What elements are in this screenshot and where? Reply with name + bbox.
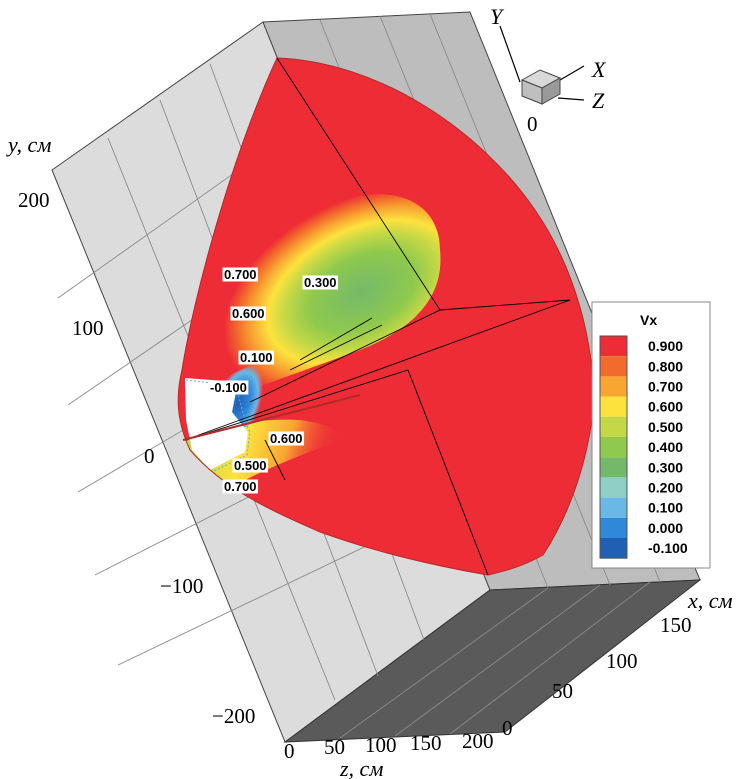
contour-label-bg — [222, 267, 259, 282]
x-axis-title: x, см — [687, 588, 733, 613]
legend-swatch — [600, 457, 627, 478]
contour-label: 0.600 — [232, 306, 265, 321]
legend-label: 0.400 — [648, 439, 683, 455]
z-tick-label: 50 — [324, 735, 345, 759]
z-tick-label: 0 — [284, 739, 295, 763]
z-tick-label: 100 — [365, 733, 397, 757]
legend-label: 0.600 — [648, 399, 683, 415]
orientation-triad: Y X Z 0 — [490, 4, 607, 136]
legend-label: 0.200 — [648, 480, 683, 496]
triad-x-label: X — [591, 57, 607, 82]
legend: Vx 0.9000.8000.7000.6000.5000.4000.3000.… — [591, 301, 711, 569]
legend-swatch — [600, 336, 627, 357]
legend-title: Vx — [640, 312, 657, 328]
legend-items: 0.900 0.800 0.700 0.600 0.500 0.400 0.300 0.200… — [599, 335, 688, 559]
cut-lines — [184, 57, 571, 576]
triad-z-label: Z — [592, 88, 605, 113]
triad-origin-label: 0 — [527, 112, 538, 136]
x-ticks: 0 50 100 150 — [502, 613, 692, 740]
z-axis-title: z, см — [339, 756, 383, 779]
contour-label: 0.300 — [304, 275, 337, 290]
y-tick-label: 100 — [72, 316, 104, 340]
legend-label: 0.500 — [648, 419, 683, 435]
legend-label: 0.900 — [648, 338, 683, 354]
z-ticks: 0 50 100 150 200 — [284, 729, 494, 763]
y-tick-label: 200 — [18, 188, 50, 212]
triad-x-axis — [559, 65, 585, 81]
z-tick-label: 150 — [410, 731, 442, 755]
legend-colorbar-frame — [599, 335, 628, 559]
y-tick-label: −200 — [212, 704, 255, 728]
contour-label-bg — [230, 306, 267, 321]
legend-label: -0.100 — [648, 540, 688, 556]
y-axis-title: y, см — [6, 132, 51, 157]
triad-cube-side — [541, 77, 561, 105]
legend-label: 0.300 — [648, 459, 683, 475]
x-tick-label: 50 — [552, 679, 573, 703]
legend-swatch — [600, 356, 627, 377]
y-tick-label: 0 — [144, 444, 155, 468]
legend-label: 0.800 — [648, 358, 683, 374]
y-tick-label: −100 — [160, 574, 203, 598]
contour-label-bg — [222, 479, 259, 494]
legend-swatch — [600, 497, 627, 518]
contour-label: 0.700 — [224, 479, 257, 494]
legend-swatch — [600, 437, 627, 458]
x-tick-label: 100 — [606, 649, 638, 673]
contour-label: 0.600 — [270, 431, 303, 446]
legend-swatch — [600, 477, 627, 498]
legend-swatch — [600, 416, 627, 437]
contour-label-bg — [238, 350, 275, 365]
legend-swatch — [600, 396, 627, 417]
contour-label-bg — [232, 458, 269, 473]
triad-y-axis — [499, 25, 521, 83]
contour-labels: 0.7000.3000.6000.100-0.1000.6000.5000.70… — [208, 267, 339, 494]
y-ticks: 200 100 0 −100 −200 — [18, 188, 255, 728]
legend-swatch — [600, 517, 627, 538]
x-tick-label: 0 — [502, 716, 513, 740]
contour-label-bg — [268, 431, 305, 446]
jet-streak — [182, 394, 361, 441]
triad-z-axis — [557, 97, 585, 101]
contour-label-bg — [302, 275, 339, 290]
legend-label: 0.700 — [648, 379, 683, 395]
x-tick-label: 150 — [660, 613, 692, 637]
legend-label: 0.000 — [648, 520, 683, 536]
contour-label-bg — [208, 380, 249, 395]
contour-label: -0.100 — [210, 380, 247, 395]
z-tick-label: 200 — [462, 729, 494, 753]
contour-label: 0.700 — [224, 267, 257, 282]
contour-label: 0.500 — [234, 458, 267, 473]
inner-gap — [185, 378, 248, 470]
legend-swatch — [600, 538, 627, 559]
legend-label: 0.100 — [648, 500, 683, 516]
floor — [283, 579, 702, 743]
triad-y-label: Y — [490, 4, 505, 29]
legend-swatch — [600, 376, 627, 397]
contour-label: 0.100 — [240, 350, 273, 365]
